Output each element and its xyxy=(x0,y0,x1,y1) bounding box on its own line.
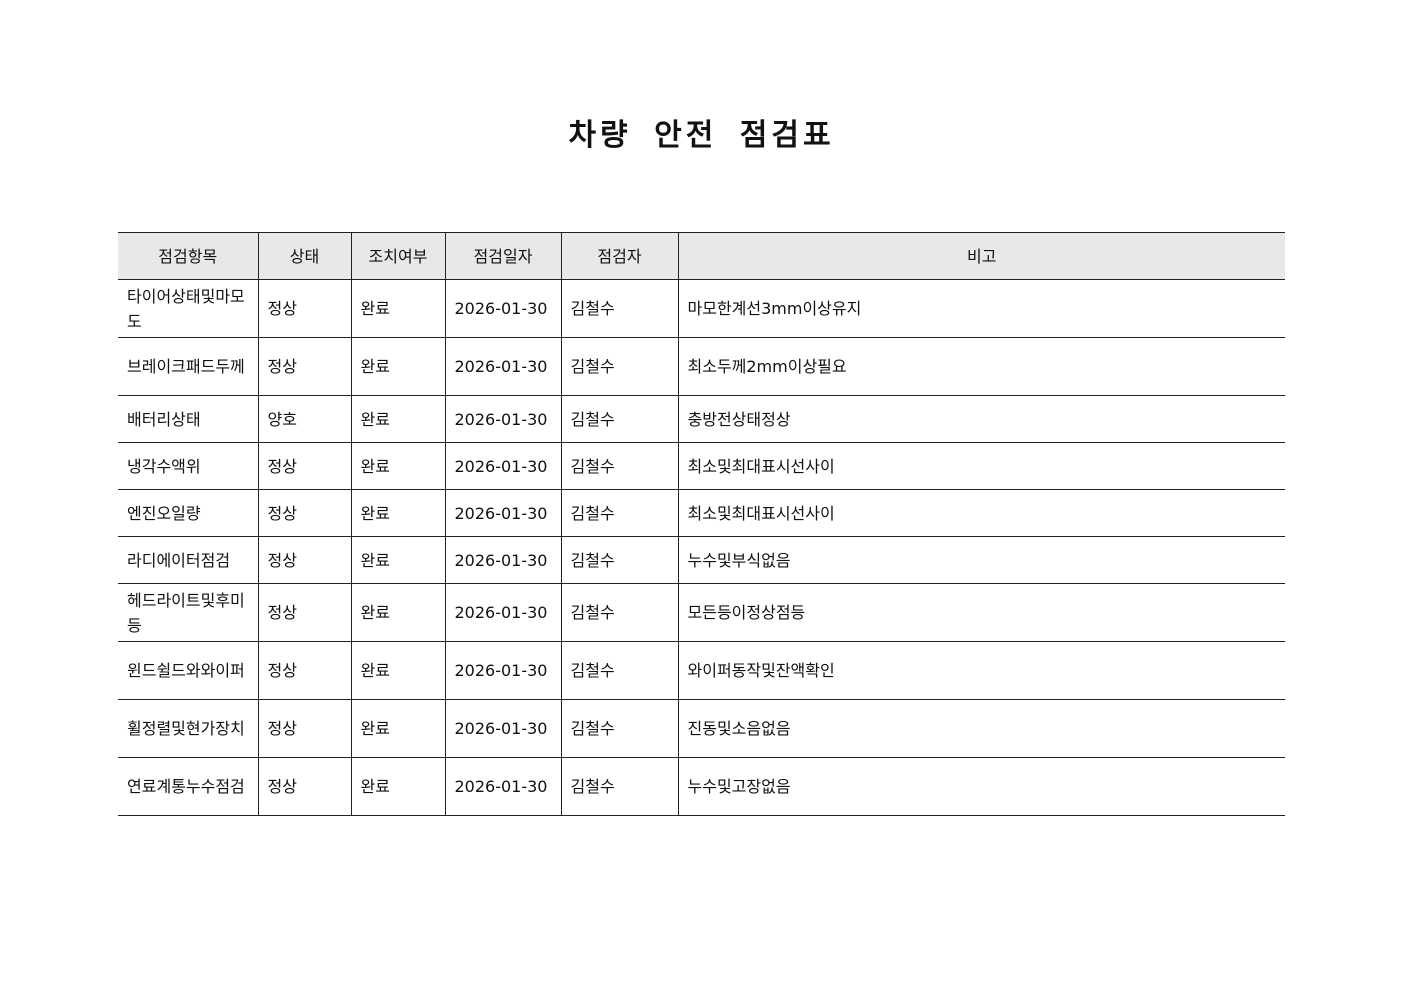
column-header: 점검자 xyxy=(560,232,679,280)
table-cell: 정상 xyxy=(257,757,352,816)
table-row: 엔진오일량 정상 완료 2026-01-30 김철수 최소및최대표시선사이 xyxy=(118,489,1285,537)
table-cell: 최소및최대표시선사이 xyxy=(677,442,1285,490)
table-cell: 2026-01-30 xyxy=(444,442,562,490)
table-row: 휠정렬및현가장치 정상 완료 2026-01-30 김철수 진동및소음없음 xyxy=(118,699,1285,758)
table-row: 배터리상태 양호 완료 2026-01-30 김철수 충방전상태정상 xyxy=(118,395,1285,443)
table-row: 타이어상태및마모도 정상 완료 2026-01-30 김철수 마모한계선3mm이상유지 xyxy=(118,279,1285,338)
table-cell: 냉각수액위 xyxy=(118,442,259,490)
table-cell: 완료 xyxy=(350,583,446,642)
table-cell: 정상 xyxy=(257,536,352,584)
table-cell: 최소두께2mm이상필요 xyxy=(677,337,1285,396)
table-cell: 완료 xyxy=(350,641,446,700)
page-title: 차량 안전 점검표 xyxy=(568,118,835,153)
column-header: 비고 xyxy=(677,232,1285,280)
table-cell: 정상 xyxy=(257,489,352,537)
table-cell: 완료 xyxy=(350,279,446,338)
table-row: 윈드쉴드와와이퍼 정상 완료 2026-01-30 김철수 와이퍼동작및잔액확인 xyxy=(118,641,1285,700)
table-cell: 김철수 xyxy=(560,583,679,642)
table-cell: 라디에이터점검 xyxy=(118,536,259,584)
table-row: 연료계통누수점검 정상 완료 2026-01-30 김철수 누수및고장없음 xyxy=(118,757,1285,816)
table-cell: 2026-01-30 xyxy=(444,641,562,700)
table-cell: 완료 xyxy=(350,489,446,537)
inspection-table: 점검항목 상태 조치여부 점검일자 점검자 비고 타이어상태및마모도 정상 완료 2026-01… xyxy=(118,232,1285,816)
table-row: 브레이크패드두께 정상 완료 2026-01-30 김철수 최소두께2mm이상필요 xyxy=(118,337,1285,396)
table-header-row: 점검항목 상태 조치여부 점검일자 점검자 비고 xyxy=(118,232,1285,280)
table-cell: 정상 xyxy=(257,583,352,642)
table-cell: 2026-01-30 xyxy=(444,337,562,396)
table-cell: 정상 xyxy=(257,699,352,758)
table-cell: 브레이크패드두께 xyxy=(118,337,259,396)
column-header: 조치여부 xyxy=(350,232,446,280)
table-cell: 2026-01-30 xyxy=(444,536,562,584)
table-cell: 김철수 xyxy=(560,489,679,537)
column-header: 점검일자 xyxy=(444,232,562,280)
table-row: 냉각수액위 정상 완료 2026-01-30 김철수 최소및최대표시선사이 xyxy=(118,442,1285,490)
table-cell: 양호 xyxy=(257,395,352,443)
table-cell: 헤드라이트및후미등 xyxy=(118,583,259,642)
table-cell: 완료 xyxy=(350,337,446,396)
table-cell: 김철수 xyxy=(560,641,679,700)
table-cell: 배터리상태 xyxy=(118,395,259,443)
table-row: 라디에이터점검 정상 완료 2026-01-30 김철수 누수및부식없음 xyxy=(118,536,1285,584)
table-cell: 김철수 xyxy=(560,442,679,490)
table-cell: 김철수 xyxy=(560,279,679,338)
table-row: 헤드라이트및후미등 정상 완료 2026-01-30 김철수 모든등이정상점등 xyxy=(118,583,1285,642)
table-cell: 2026-01-30 xyxy=(444,395,562,443)
table-cell: 김철수 xyxy=(560,395,679,443)
table-cell: 마모한계선3mm이상유지 xyxy=(677,279,1285,338)
table-cell: 타이어상태및마모도 xyxy=(118,279,259,338)
table-cell: 2026-01-30 xyxy=(444,699,562,758)
table-cell: 완료 xyxy=(350,699,446,758)
table-cell: 누수및고장없음 xyxy=(677,757,1285,816)
table-cell: 윈드쉴드와와이퍼 xyxy=(118,641,259,700)
table-cell: 모든등이정상점등 xyxy=(677,583,1285,642)
table-cell: 진동및소음없음 xyxy=(677,699,1285,758)
table-cell: 완료 xyxy=(350,395,446,443)
table-cell: 2026-01-30 xyxy=(444,279,562,338)
table-cell: 2026-01-30 xyxy=(444,583,562,642)
table-cell: 충방전상태정상 xyxy=(677,395,1285,443)
table-cell: 김철수 xyxy=(560,337,679,396)
table-cell: 정상 xyxy=(257,279,352,338)
table-cell: 정상 xyxy=(257,337,352,396)
column-header: 점검항목 xyxy=(118,232,259,280)
table-cell: 정상 xyxy=(257,442,352,490)
table-cell: 정상 xyxy=(257,641,352,700)
table-cell: 완료 xyxy=(350,442,446,490)
table-cell: 최소및최대표시선사이 xyxy=(677,489,1285,537)
table-cell: 와이퍼동작및잔액확인 xyxy=(677,641,1285,700)
table-cell: 엔진오일량 xyxy=(118,489,259,537)
table-cell: 김철수 xyxy=(560,757,679,816)
column-header: 상태 xyxy=(257,232,352,280)
table-cell: 누수및부식없음 xyxy=(677,536,1285,584)
table-cell: 2026-01-30 xyxy=(444,489,562,537)
table-cell: 완료 xyxy=(350,536,446,584)
table-cell: 연료계통누수점검 xyxy=(118,757,259,816)
table-cell: 휠정렬및현가장치 xyxy=(118,699,259,758)
table-cell: 2026-01-30 xyxy=(444,757,562,816)
table-cell: 김철수 xyxy=(560,536,679,584)
table-cell: 김철수 xyxy=(560,699,679,758)
table-cell: 완료 xyxy=(350,757,446,816)
